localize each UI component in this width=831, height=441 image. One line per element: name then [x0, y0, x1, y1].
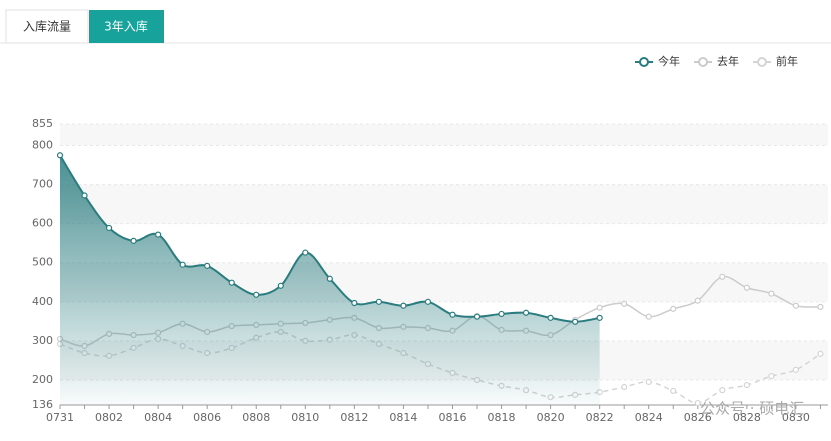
- point: [792, 302, 800, 309]
- point: [81, 192, 88, 199]
- point: [670, 387, 677, 395]
- point: [277, 282, 284, 289]
- tab[interactable]: [5, 9, 89, 44]
- x-tick-label: 0814: [389, 411, 417, 424]
- x-tick-label: 0822: [586, 411, 614, 424]
- point: [768, 372, 775, 380]
- tab-active[interactable]: [89, 10, 164, 43]
- x-tick-label: 0816: [438, 411, 466, 424]
- x-tick-label: 0810: [291, 411, 319, 424]
- point: [522, 309, 530, 316]
- x-tick-label: 0804: [144, 411, 172, 424]
- point: [449, 311, 456, 318]
- point: [424, 298, 432, 305]
- legend-label: 前年: [776, 54, 798, 68]
- point: [596, 314, 603, 321]
- y-tick-label: 500: [32, 256, 53, 269]
- point: [400, 302, 407, 309]
- y-tick-label: 300: [32, 334, 53, 347]
- point: [228, 279, 235, 286]
- legend-label: 今年: [658, 54, 680, 68]
- point: [817, 350, 824, 357]
- x-tick-label: 0828: [733, 411, 761, 424]
- x-tick-label: 0820: [537, 411, 565, 424]
- y-tick-label: 800: [32, 138, 53, 151]
- point: [473, 313, 481, 320]
- point: [817, 303, 824, 311]
- legend-label: 去年: [717, 54, 739, 68]
- point: [105, 224, 113, 232]
- point: [596, 304, 603, 311]
- point: [375, 298, 382, 305]
- point: [694, 399, 701, 407]
- point: [56, 152, 64, 159]
- point: [719, 273, 726, 280]
- tab-label[interactable]: 入库流量: [23, 19, 71, 34]
- grid-band: [60, 124, 828, 146]
- x-tick-label: 0731: [46, 411, 74, 424]
- grid-band: [60, 184, 828, 224]
- x-tick-label: 0812: [340, 411, 368, 424]
- point: [621, 300, 628, 307]
- point: [351, 299, 358, 307]
- y-tick-label: 700: [32, 178, 53, 191]
- x-tick-label: 0818: [488, 411, 516, 424]
- point: [694, 297, 701, 304]
- point: [179, 261, 186, 268]
- point: [253, 291, 260, 298]
- x-tick-label: 0824: [635, 411, 663, 424]
- point: [130, 237, 137, 244]
- point: [719, 387, 726, 394]
- y-tick-label: 600: [32, 217, 53, 230]
- x-tick-label: 0830: [782, 411, 810, 424]
- point: [743, 381, 750, 389]
- watermark: 公众号 · 硕电汇: [700, 400, 804, 418]
- y-tick-label: 136: [32, 398, 53, 411]
- point: [572, 318, 579, 325]
- legend-marker: [639, 57, 649, 67]
- y-tick-label: 400: [32, 295, 53, 308]
- y-tick-label: 855: [32, 117, 53, 130]
- x-tick-label: 0802: [95, 411, 123, 424]
- point: [645, 313, 652, 320]
- point: [498, 310, 505, 318]
- y-tick-label: 200: [32, 373, 53, 386]
- point: [326, 275, 333, 282]
- point: [204, 262, 211, 269]
- point: [155, 231, 162, 238]
- point: [621, 383, 628, 391]
- point: [645, 378, 652, 386]
- legend-marker: [757, 57, 767, 67]
- point: [670, 305, 677, 312]
- point: [743, 284, 750, 291]
- point: [768, 290, 775, 297]
- x-tick-label: 0826: [684, 411, 712, 424]
- point: [547, 314, 554, 321]
- legend-marker: [698, 57, 708, 67]
- x-tick-label: 0808: [242, 411, 270, 424]
- tab-label[interactable]: 3年入库: [104, 19, 148, 34]
- x-tick-label: 0806: [193, 411, 221, 424]
- point: [792, 366, 800, 373]
- point: [302, 249, 309, 256]
